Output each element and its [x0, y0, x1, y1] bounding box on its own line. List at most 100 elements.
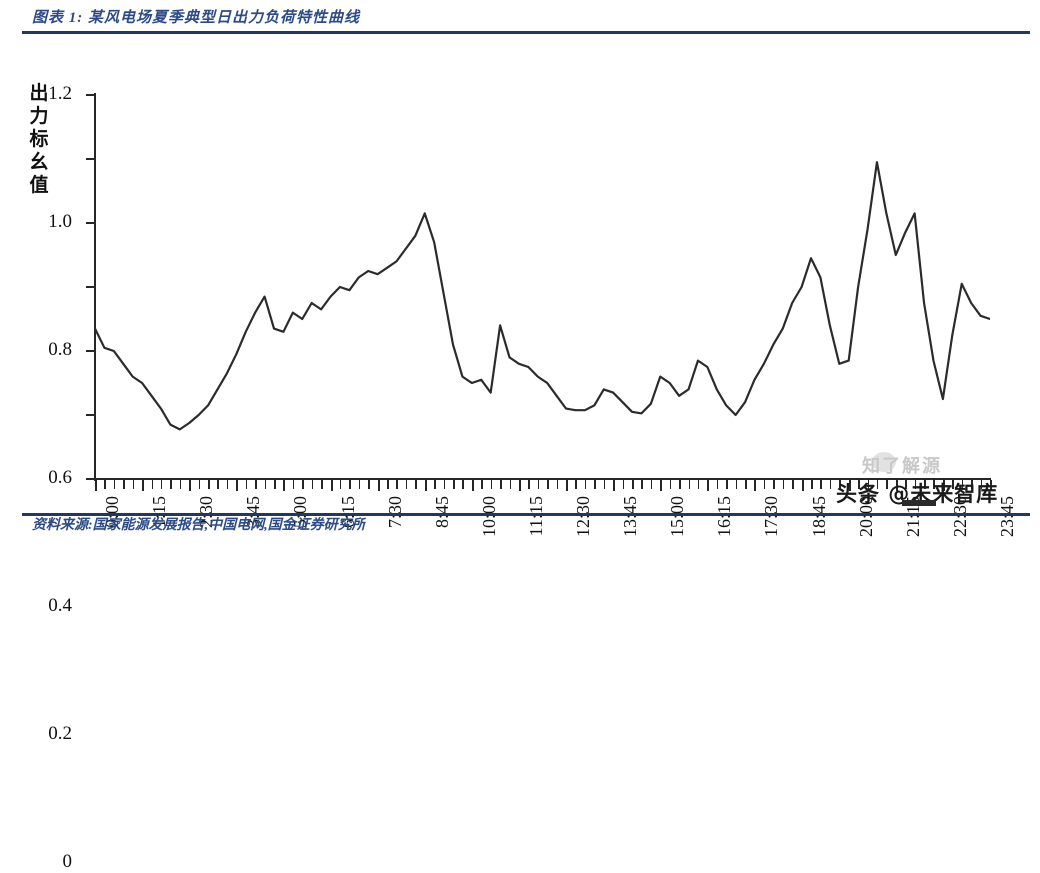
x-tick-label-13: 16:15 [714, 496, 735, 538]
x-tick-61 [669, 480, 672, 489]
y-tick-label-2: 0.4 [48, 595, 72, 616]
x-axis-line [94, 478, 991, 480]
x-tick-4 [132, 480, 135, 489]
x-tick-26 [339, 480, 342, 489]
x-tick-48 [547, 480, 549, 489]
x-tick-18 [264, 480, 267, 489]
x-tick-33 [405, 480, 408, 489]
x-tick-51 [575, 480, 577, 489]
x-tick-57 [632, 480, 634, 489]
y-tick-label-4: 0.8 [48, 339, 72, 360]
x-tick-8 [170, 480, 172, 489]
footer-source: 资料来源:国家能源发展报告,中国电网,国金证券研究所 [32, 518, 366, 533]
y-tick-label-0: 0 [62, 851, 73, 872]
x-tick-label-7: 8:45 [431, 496, 452, 529]
x-tick-68 [735, 480, 738, 489]
x-tick-41 [481, 480, 483, 489]
y-tick-0: 0 [63, 478, 95, 872]
x-tick-93 [971, 480, 973, 489]
x-tick-69 [745, 480, 747, 489]
x-tick-21 [292, 480, 295, 489]
x-axis-ticks: 0:00 1:15 2:30 3:45 5:00 6:15 7:30 8:45 10:00 11:… [95, 480, 1017, 550]
x-tick-74 [792, 480, 794, 489]
x-tick-10 [189, 480, 192, 491]
x-tick-39 [462, 480, 464, 489]
x-tick-12 [208, 480, 210, 489]
x-tick-44 [509, 480, 512, 489]
footer-mark [902, 500, 936, 506]
x-tick-2 [113, 480, 116, 489]
x-tick-85 [895, 480, 898, 491]
x-tick-66 [716, 480, 719, 489]
x-tick-82 [867, 480, 870, 489]
x-tick-30 [377, 480, 380, 491]
x-tick-35 [424, 480, 427, 491]
x-tick-16 [245, 480, 248, 489]
x-tick-43 [500, 480, 502, 489]
x-tick-label-8: 10:00 [478, 496, 499, 538]
x-tick-47 [537, 480, 540, 489]
x-tick-88 [924, 480, 926, 489]
x-tick-27 [349, 480, 351, 489]
x-tick-29 [368, 480, 370, 489]
x-tick-84 [886, 480, 888, 489]
x-tick-75 [801, 480, 804, 491]
y-axis-title-char-2: 标 [29, 128, 49, 150]
x-tick-73 [782, 480, 785, 489]
series-polyline [95, 161, 990, 431]
x-tick-65 [707, 480, 710, 491]
x-tick-94 [980, 480, 983, 489]
x-tick-23 [311, 480, 314, 489]
x-tick-15 [236, 480, 239, 491]
x-tick-40 [471, 480, 474, 491]
x-tick-label-11: 13:45 [620, 496, 641, 538]
x-tick-34 [415, 480, 417, 489]
y-tick-1: 0.2 [48, 414, 95, 744]
watermark-faint: 知了解源 [862, 456, 942, 477]
x-tick-24 [321, 480, 323, 489]
x-tick-80 [848, 480, 851, 491]
chart-container: 出力标幺值 0 0.2 0.4 0.6 0.8 1.0 1.2 0:00 1:15 2:30 3:… [0, 36, 1040, 872]
x-tick-label-9: 11:15 [525, 496, 546, 537]
x-tick-17 [255, 480, 257, 489]
x-tick-50 [566, 480, 569, 491]
x-tick-78 [829, 480, 832, 489]
x-tick-label-6: 7:30 [384, 496, 405, 529]
x-tick-22 [302, 480, 304, 489]
y-tick-4: 0.8 [48, 222, 95, 360]
y-tick-label-5: 1.0 [48, 211, 72, 232]
x-tick-label-14: 17:30 [761, 496, 782, 538]
x-tick-64 [697, 480, 700, 489]
y-tick-6: 1.2 [48, 83, 95, 104]
x-tick-89 [933, 480, 935, 489]
x-tick-3 [123, 480, 125, 489]
figure-page: 图表 1: 某风电场夏季典型日出力负荷特性曲线 出力标幺值 0 0.2 0.4 0.6… [0, 10, 1040, 872]
x-tick-36 [434, 480, 436, 489]
footer-divider [22, 513, 1030, 516]
y-axis-title-char-1: 力 [29, 105, 49, 127]
x-tick-77 [820, 480, 822, 489]
y-axis-title-char-0: 出 [29, 82, 49, 104]
x-tick-46 [528, 480, 530, 489]
x-tick-19 [274, 480, 276, 489]
y-tick-3: 0.6 [48, 286, 95, 488]
y-axis-title: 出力标幺值 [26, 82, 52, 197]
x-tick-32 [396, 480, 398, 489]
x-tick-label-10: 12:30 [573, 496, 594, 538]
x-tick-38 [453, 480, 455, 489]
figure-title: 图表 1: 某风电场夏季典型日出力负荷特性曲线 [32, 10, 360, 26]
x-tick-20 [283, 480, 286, 491]
x-tick-56 [622, 480, 625, 489]
x-tick-76 [811, 480, 813, 489]
x-tick-81 [858, 480, 860, 489]
x-tick-11 [198, 480, 201, 489]
x-tick-54 [603, 480, 606, 489]
header-divider [22, 31, 1030, 34]
x-tick-42 [490, 480, 493, 489]
y-axis-line [94, 93, 96, 481]
x-tick-14 [226, 480, 229, 489]
x-tick-70 [754, 480, 757, 491]
x-tick-67 [726, 480, 728, 489]
x-tick-9 [179, 480, 182, 489]
x-tick-62 [679, 480, 681, 489]
